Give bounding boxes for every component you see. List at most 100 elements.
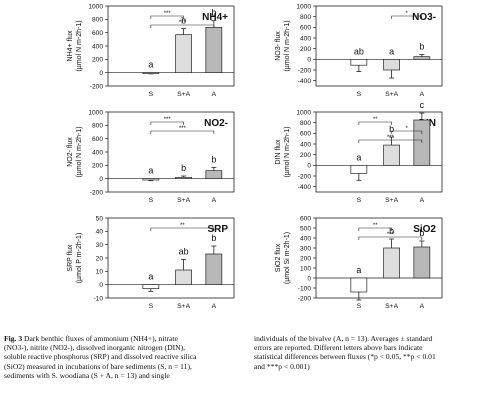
y-tick-label: 1000	[88, 3, 103, 10]
bar	[205, 253, 223, 286]
significance-bracket	[391, 130, 423, 134]
y-tick-label: 0	[99, 70, 103, 77]
significance-stars: **	[373, 117, 378, 123]
bar	[413, 56, 431, 60]
caption-line: (NO3-), nitrite (NO2-), dissolved inorga…	[4, 343, 186, 353]
y-tick-label: 600	[92, 136, 103, 143]
y-tick-label: 800	[92, 123, 103, 130]
chart-panel: 600 500 400 300 200 100 0 -100 -200 SiO2 flux (µmo…	[275, 215, 443, 310]
bar	[350, 58, 368, 66]
x-tick-label: S+A	[177, 197, 191, 204]
significance-stars: **	[373, 223, 378, 229]
significance-bracket	[150, 130, 215, 134]
y-tick-label: -10	[93, 295, 103, 302]
x-tick-label: S	[149, 91, 154, 98]
bar	[350, 164, 368, 174]
significance-letter: b	[211, 233, 216, 243]
y-tick-label: 600	[300, 25, 311, 32]
y-tick-label: 300	[300, 245, 311, 252]
bar	[383, 247, 400, 279]
caption-right-column: individuals of the bivalve (A, n = 13). …	[254, 334, 490, 371]
bar	[350, 277, 368, 293]
y-tick-label: 600	[300, 215, 311, 222]
significance-stars: ***	[179, 126, 187, 132]
significance-stars: ***	[179, 20, 187, 26]
bar	[383, 58, 400, 71]
x-tick-label: S	[149, 303, 154, 310]
y-tick-label: 10	[96, 269, 104, 276]
y-tick-label: 400	[300, 141, 311, 148]
panel-label: SiO2	[413, 224, 436, 235]
significance-letter: ab	[179, 246, 189, 256]
y-axis-label: SRP flux (µmol P m-2h-1)	[67, 233, 83, 284]
x-tick-label: S	[149, 197, 154, 204]
y-tick-label: 100	[300, 265, 311, 272]
y-tick-label: 0	[99, 282, 103, 289]
significance-bracket	[358, 227, 392, 231]
x-tick-label: S	[357, 197, 362, 204]
y-tick-label: 200	[300, 46, 311, 53]
caption-line: Fig. 3 Dark benthic fluxes of ammonium (…	[4, 334, 178, 343]
x-tick-label: S+A	[385, 197, 399, 204]
y-tick-label: -100	[298, 285, 312, 292]
significance-letter: a	[356, 265, 361, 275]
panel-label: NO3-	[412, 12, 436, 23]
y-tick-label: 500	[300, 225, 311, 232]
bar	[205, 170, 223, 180]
significance-letter: b	[419, 228, 424, 238]
y-tick-label: 400	[92, 43, 103, 50]
significance-bracket	[391, 15, 423, 19]
bar	[142, 284, 160, 290]
significance-bracket	[358, 236, 423, 240]
y-axis-label: NH4+ flux (µmol N m-2h-1)	[67, 20, 83, 71]
y-tick-label: 800	[92, 17, 103, 24]
caption-line: individuals of the bivalve (A, n = 13). …	[254, 334, 433, 343]
y-tick-label: 400	[300, 35, 311, 42]
y-tick-label: -200	[298, 295, 312, 302]
y-tick-label: 40	[96, 229, 104, 236]
y-tick-label: 800	[300, 120, 311, 127]
significance-letter: a	[356, 152, 361, 162]
x-tick-label: A	[212, 303, 217, 310]
caption-line: (SiO2) measured in incubations of bare s…	[4, 361, 192, 371]
y-axis-label: SiO2 flux (µmol Si m-2h-1)	[275, 232, 291, 284]
y-axis-label: NO2- flux (µmol N m-2h-1)	[67, 126, 83, 177]
bar	[175, 176, 192, 180]
significance-letter: b	[211, 154, 216, 164]
bar	[383, 144, 400, 166]
caption-line: statistical differences between fluxes (…	[254, 352, 436, 362]
panel-label: NO2-	[204, 118, 228, 129]
x-tick-label: A	[212, 197, 217, 204]
x-tick-label: S+A	[385, 303, 399, 310]
significance-letter: a	[148, 272, 153, 282]
significance-bracket	[150, 227, 215, 231]
y-tick-label: 0	[99, 176, 103, 183]
bar	[205, 26, 223, 74]
chart-panel: 50 40 30 20 10 0 -10 SRP flux (µmol P m-2h-1) SRP…	[67, 215, 235, 310]
y-tick-label: -200	[298, 67, 312, 74]
bar	[175, 269, 192, 286]
y-tick-label: 600	[92, 30, 103, 37]
figure-caption: Fig. 3 Dark benthic fluxes of ammonium (…	[4, 334, 490, 400]
significance-letter: b	[181, 16, 186, 26]
significance-stars: ***	[387, 232, 395, 238]
significance-bracket	[150, 15, 184, 19]
x-tick-label: S+A	[177, 303, 191, 310]
x-tick-label: A	[420, 91, 425, 98]
significance-letter: a	[148, 60, 153, 70]
significance-letter: a	[389, 46, 394, 56]
significance-stars: *	[406, 126, 409, 132]
y-tick-label: 400	[300, 235, 311, 242]
chart-panel: 1000 800 600 400 200 0 -200 NH4+ flux (µmol N m-…	[67, 3, 235, 98]
y-tick-label: -400	[298, 184, 312, 191]
caption-line: sediments with S. woodiana (S + A, n = 1…	[4, 370, 170, 380]
significance-bracket	[358, 139, 423, 143]
significance-letter: b	[389, 124, 394, 134]
y-tick-label: 1000	[296, 109, 311, 116]
y-tick-label: -200	[90, 83, 104, 90]
significance-stars: ***	[387, 135, 395, 141]
y-tick-label: 1000	[296, 3, 311, 10]
chart-panel: 1000 800 600 400 200 0 -200 NO2- flux (µmol N m-…	[67, 109, 235, 204]
x-tick-label: S+A	[177, 91, 191, 98]
y-tick-label: 400	[92, 149, 103, 156]
